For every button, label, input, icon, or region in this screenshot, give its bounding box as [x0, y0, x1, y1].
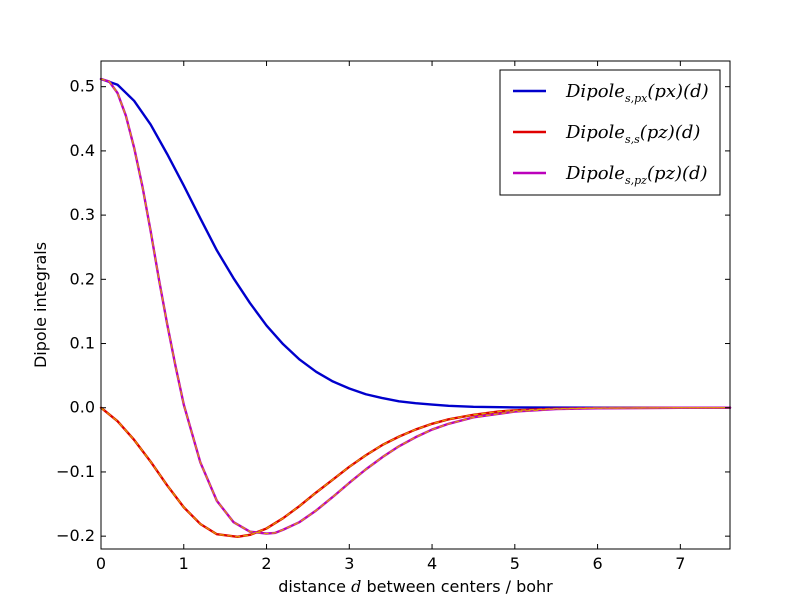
series-line-4 [100, 407, 731, 538]
plot-area-frame [100, 60, 731, 550]
ticks-layer: 0 1 2 3 4 5 6 7 −0.2 −0.1 0.0 0.1 0.2 0.3 0.4 0.5 [56, 61, 730, 573]
y-axis-label: Dipole integrals [31, 242, 50, 368]
y-tick-label: 0.5 [70, 77, 95, 96]
x-axis-label: distance d between centers / bohr [278, 577, 553, 596]
y-tick-label: 0.0 [70, 398, 95, 417]
x-tick-label: 5 [510, 554, 520, 573]
x-axis-label-var: d [351, 577, 361, 596]
x-tick-label: 1 [179, 554, 189, 573]
x-tick-label: 0 [96, 554, 106, 573]
x-tick-label: 2 [261, 554, 271, 573]
x-tick-label: 3 [344, 554, 354, 573]
x-axis-label-pre: distance [278, 577, 351, 596]
y-tick-label: 0.1 [70, 334, 95, 353]
legend-label-1: Dipoles,s(pz)(d) [565, 122, 700, 146]
y-tick-label: −0.2 [56, 526, 95, 545]
x-tick-label: 4 [427, 554, 437, 573]
legend-label-0: Dipoles,px(px)(d) [565, 81, 709, 105]
y-tick-label: 0.3 [70, 205, 95, 224]
legend: Dipoles,px(px)(d) Dipoles,s(pz)(d) Dipoles… [499, 69, 721, 196]
y-tick-label: 0.2 [70, 269, 95, 288]
series-line-1 [99, 406, 732, 538]
series-line-0 [99, 77, 732, 409]
x-tick-label: 6 [592, 554, 602, 573]
y-tick-label: −0.1 [56, 462, 95, 481]
x-tick-label: 7 [675, 554, 685, 573]
series-line-2 [99, 77, 732, 535]
y-tick-label: 0.4 [70, 141, 95, 160]
x-axis-label-post: between centers / bohr [361, 577, 553, 596]
series-layer [99, 77, 732, 538]
legend-label-2: Dipoles,pz(pz)(d) [565, 163, 708, 187]
